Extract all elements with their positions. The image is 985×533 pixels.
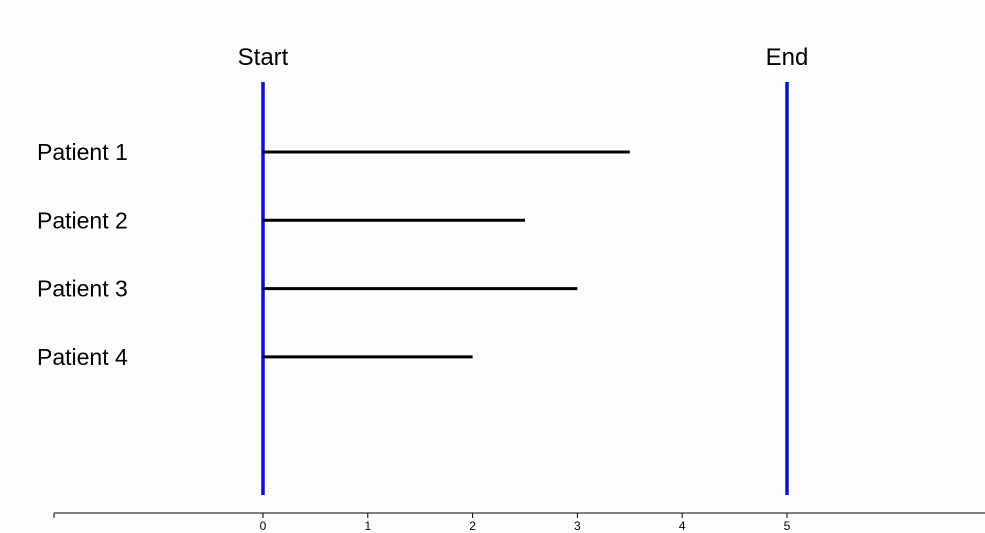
x-tick-label-2: 2 bbox=[469, 519, 476, 533]
x-tick-label-5: 5 bbox=[784, 519, 791, 533]
x-tick-label-0: 0 bbox=[260, 519, 267, 533]
start-marker-label: Start bbox=[238, 44, 289, 71]
patient-3-label: Patient 3 bbox=[37, 276, 128, 302]
bars-layer bbox=[263, 150, 630, 359]
x-tick-label-3: 3 bbox=[574, 519, 581, 533]
patient-4-label: Patient 4 bbox=[37, 344, 128, 370]
markers-layer: Start End bbox=[238, 44, 809, 495]
patient-2-label: Patient 2 bbox=[37, 207, 128, 233]
x-tick-label-4: 4 bbox=[679, 519, 686, 533]
patient-1-label: Patient 1 bbox=[37, 139, 128, 165]
end-marker-label: End bbox=[766, 44, 809, 71]
row-labels-layer: Patient 1 Patient 2 Patient 3 Patient 4 bbox=[37, 139, 128, 370]
x-axis: 0 1 2 3 4 5 bbox=[53, 512, 985, 533]
x-tick-label-1: 1 bbox=[364, 519, 371, 533]
